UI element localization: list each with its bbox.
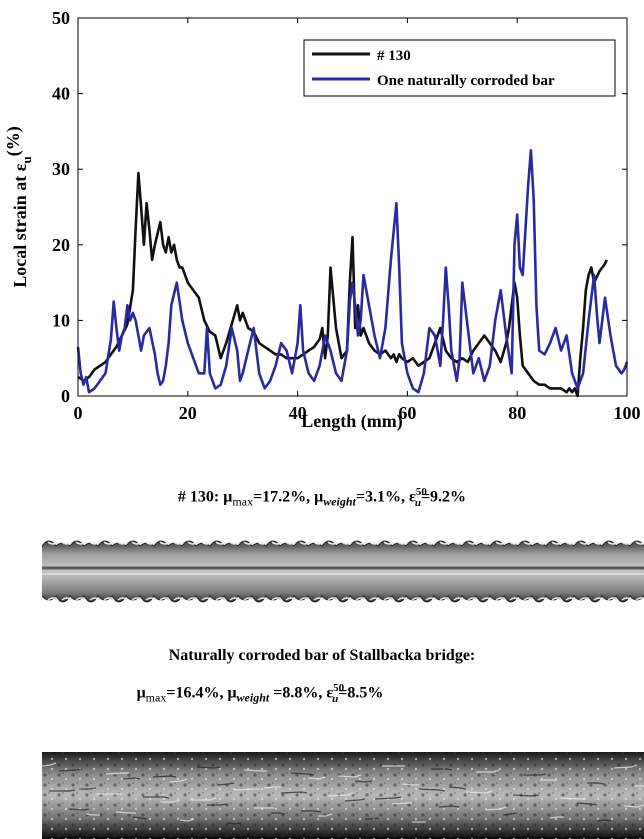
- y-tick-label: 30: [52, 159, 70, 179]
- x-tick-label: 0: [74, 403, 83, 423]
- y-axis-label-unit: (%): [3, 126, 24, 156]
- photo-naturally-corroded-bar: [42, 752, 644, 839]
- svg-text:Local strain at εu(%): Local strain at εu(%): [3, 126, 34, 287]
- y-tick-label: 0: [61, 386, 70, 406]
- y-tick-label: 50: [52, 8, 70, 28]
- y-axis-label-sub: u: [19, 156, 34, 163]
- y-tick-label: 10: [52, 310, 70, 330]
- caption-stallbacka-title: Naturally corroded bar of Stallbacka bri…: [168, 647, 476, 664]
- y-tick-label: 40: [52, 84, 70, 104]
- x-tick-label: 60: [398, 403, 416, 423]
- axes-layer: [77, 17, 628, 397]
- series-line-1: [76, 149, 629, 394]
- strain-chart: 0 20 40 60 80 100 0 10 20 30 40 50 Length (mm) Loca…: [3, 8, 641, 432]
- axes-frame: [77, 17, 628, 397]
- x-tick-label: 20: [179, 403, 197, 423]
- caption-stallbacka-values: μmax=16.4%, μweight =8.8%, ε50u=8.5%: [136, 682, 384, 705]
- caption-specimen-130: # 130: μmax=17.2%, μweight=3.1%, ε50u=9.…: [177, 486, 467, 509]
- legend-box: [303, 39, 616, 97]
- legend-label-130: # 130: [377, 48, 411, 64]
- legend-label-corroded: One naturally corroded bar: [377, 73, 555, 89]
- x-axis-label: Length (mm): [301, 411, 403, 432]
- x-tick-label: 40: [289, 403, 307, 423]
- y-axis-label-main: Local strain at ε: [10, 163, 30, 287]
- y-axis-label: Local strain at εu(%): [3, 126, 34, 287]
- x-tick-label: 80: [508, 403, 526, 423]
- ticks-layer: 0 20 40 60 80 100 0 10 20 30 40 50: [52, 8, 641, 423]
- y-tick-label: 20: [52, 235, 70, 255]
- legend: # 130 One naturally corroded bar: [303, 39, 616, 97]
- photo-ribbed-bar-130: [42, 540, 644, 603]
- series-layer: [76, 149, 629, 398]
- x-tick-label: 100: [614, 403, 641, 423]
